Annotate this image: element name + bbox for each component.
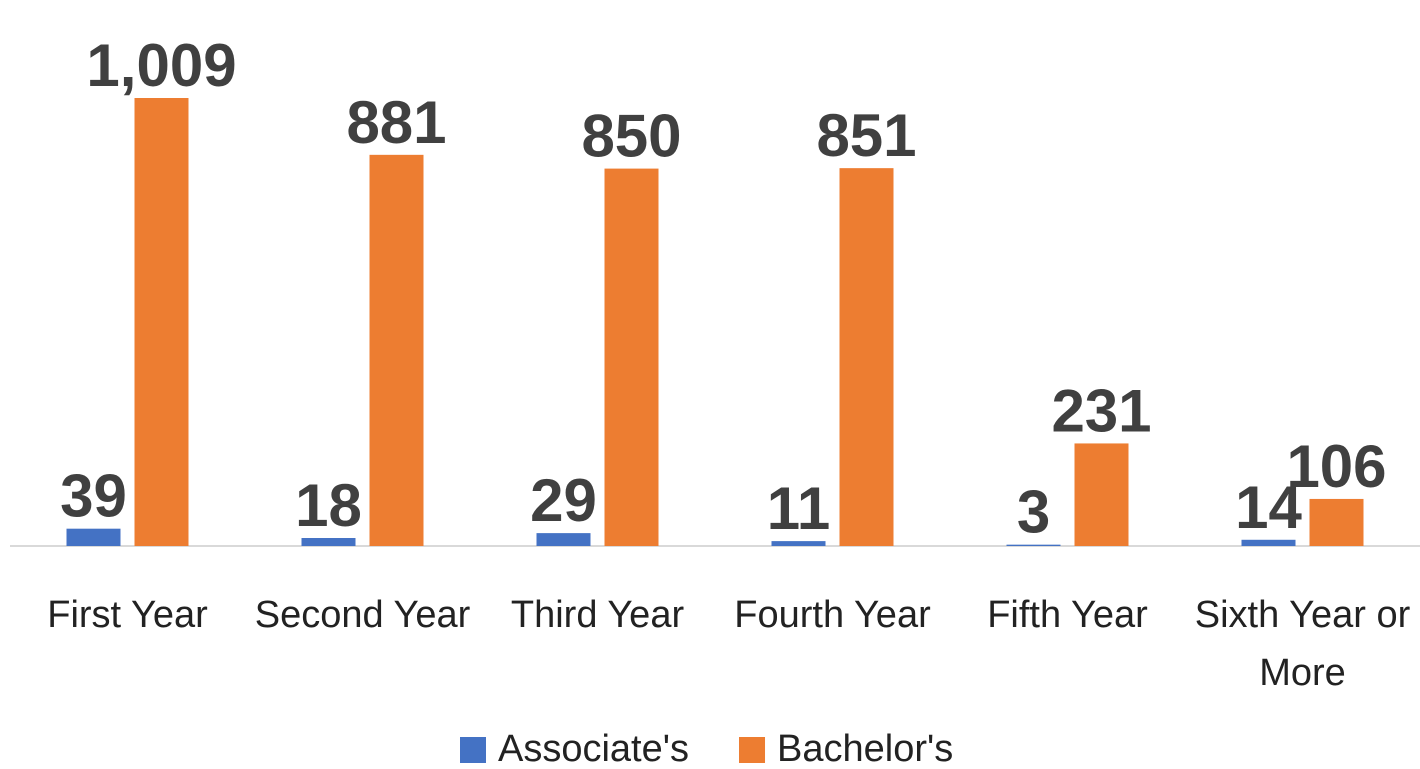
data-label: 3 [1017, 479, 1050, 546]
x-tick-label: Fifth Year [987, 594, 1148, 636]
data-label: 18 [295, 472, 362, 539]
x-tick-label: Sixth Year or More [1194, 594, 1411, 694]
legend-label: Bachelor's [777, 728, 953, 769]
x-tick-label: Fourth Year [734, 594, 931, 636]
bar [369, 154, 424, 546]
data-label: 1,009 [86, 32, 236, 99]
bar [134, 98, 189, 546]
bar [1309, 498, 1364, 546]
bar [301, 538, 356, 546]
bar [66, 528, 121, 546]
legend-swatch [739, 737, 766, 763]
data-label: 881 [346, 89, 446, 156]
data-label: 231 [1051, 377, 1151, 444]
x-tick-label: Second Year [254, 594, 471, 636]
bar [1006, 544, 1061, 546]
data-label: 14 [1235, 474, 1302, 541]
data-label: 106 [1286, 433, 1386, 500]
data-label: 851 [816, 102, 916, 169]
data-label: 850 [581, 103, 681, 170]
bar [604, 168, 659, 547]
bar [536, 533, 591, 546]
x-tick-label: First Year [47, 594, 208, 636]
data-label: 29 [530, 467, 597, 534]
data-label: 39 [60, 463, 127, 530]
bar [839, 168, 894, 546]
legend-label: Associate's [498, 728, 689, 769]
bar [1074, 443, 1129, 546]
x-tick-label: Third Year [510, 594, 685, 636]
legend-swatch [460, 737, 486, 763]
bar [1241, 539, 1296, 546]
bar [771, 541, 826, 546]
data-label: 11 [767, 475, 830, 542]
